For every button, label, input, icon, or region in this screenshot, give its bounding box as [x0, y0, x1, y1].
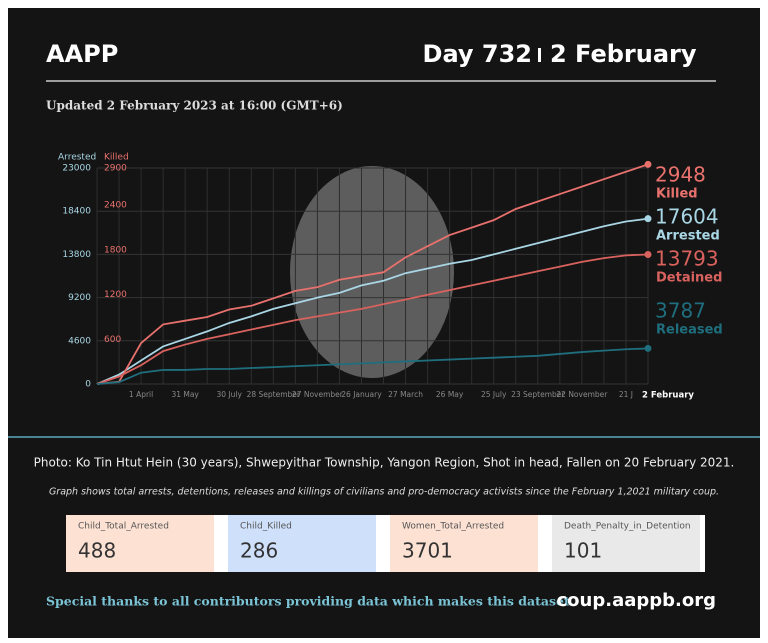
y2-axis-title: Killed [104, 153, 129, 163]
end-value-label: 3787 [655, 299, 706, 323]
x-tick-label: 30 July [217, 390, 243, 399]
x-tick-label: 28 September [247, 390, 301, 399]
card [552, 515, 700, 572]
end-value-label: 13793 [655, 247, 719, 271]
card-label: Death_Penalty_in_Detention [564, 522, 691, 532]
portrait-photo [290, 166, 454, 378]
y-tick-label: 4600 [68, 336, 91, 346]
x-tick-label: 26 January [341, 390, 382, 399]
y-tick-label: 13800 [62, 250, 91, 260]
x-tick-label: 21 J [619, 390, 633, 399]
thanks: Special thanks to all contributors provi… [46, 594, 574, 609]
x-tick-label: 1 April [129, 390, 153, 399]
y2-tick-label: 1200 [104, 290, 127, 300]
end-value-label: 17604 [655, 205, 719, 229]
end-point [644, 250, 652, 258]
series-line [96, 347, 649, 385]
x-tick-label: 27 March [388, 390, 423, 399]
end-series-label: Released [656, 323, 723, 338]
end-series-label: Arrested [656, 229, 720, 244]
card-label: Child_Total_Arrested [78, 522, 169, 532]
x-tick-label: 27 November [292, 390, 344, 399]
end-point [644, 215, 652, 223]
x-tick-label: 2 February [642, 391, 694, 401]
y-axis-title: Arrested [58, 153, 96, 163]
y2-tick-label: 1800 [104, 245, 127, 255]
card-label: Women_Total_Arrested [402, 522, 504, 532]
card-label: Child_Killed [240, 522, 292, 532]
series-line [96, 253, 649, 385]
updated: Updated 2 February 2023 at 16:00 (GMT+6) [46, 99, 343, 113]
y-tick-label: 9200 [68, 293, 91, 303]
series-line [96, 163, 649, 385]
day: Day 732 [423, 40, 532, 68]
photo-caption: Photo: Ko Tin Htut Hein (30 years), Shwe… [34, 456, 735, 470]
card-value: 3701 [402, 539, 453, 563]
x-tick-label: 23 September [511, 390, 565, 399]
card-value: 488 [78, 539, 116, 563]
y2-tick-label: 600 [104, 335, 121, 345]
y2-tick-label: 2900 [104, 164, 127, 174]
x-tick-label: 25 July [481, 390, 507, 399]
x-tick-label: 26 May [436, 390, 464, 399]
description: Graph shows total arrests, detentions, r… [49, 487, 719, 498]
x-tick-label: 22 November [556, 390, 608, 399]
card [390, 515, 538, 572]
series-line [96, 217, 649, 385]
x-tick-label: 31 May [171, 390, 199, 399]
brand: AAPP [46, 40, 118, 68]
url[interactable]: coup.aappb.org [557, 590, 717, 611]
end-point [644, 160, 652, 168]
y-tick-label: 0 [85, 380, 91, 390]
end-point [644, 344, 652, 352]
end-series-label: Killed [656, 187, 698, 202]
card [66, 515, 214, 572]
card-value: 101 [564, 539, 602, 563]
y-tick-label: 18400 [62, 207, 91, 217]
y-tick-label: 23000 [62, 164, 91, 174]
card-value: 286 [240, 539, 278, 563]
date: 2 February [550, 40, 697, 68]
card [228, 515, 376, 572]
end-value-label: 2948 [655, 163, 706, 187]
end-series-label: Detained [656, 271, 722, 286]
y2-tick-label: 2400 [104, 201, 127, 211]
separator [538, 48, 541, 62]
